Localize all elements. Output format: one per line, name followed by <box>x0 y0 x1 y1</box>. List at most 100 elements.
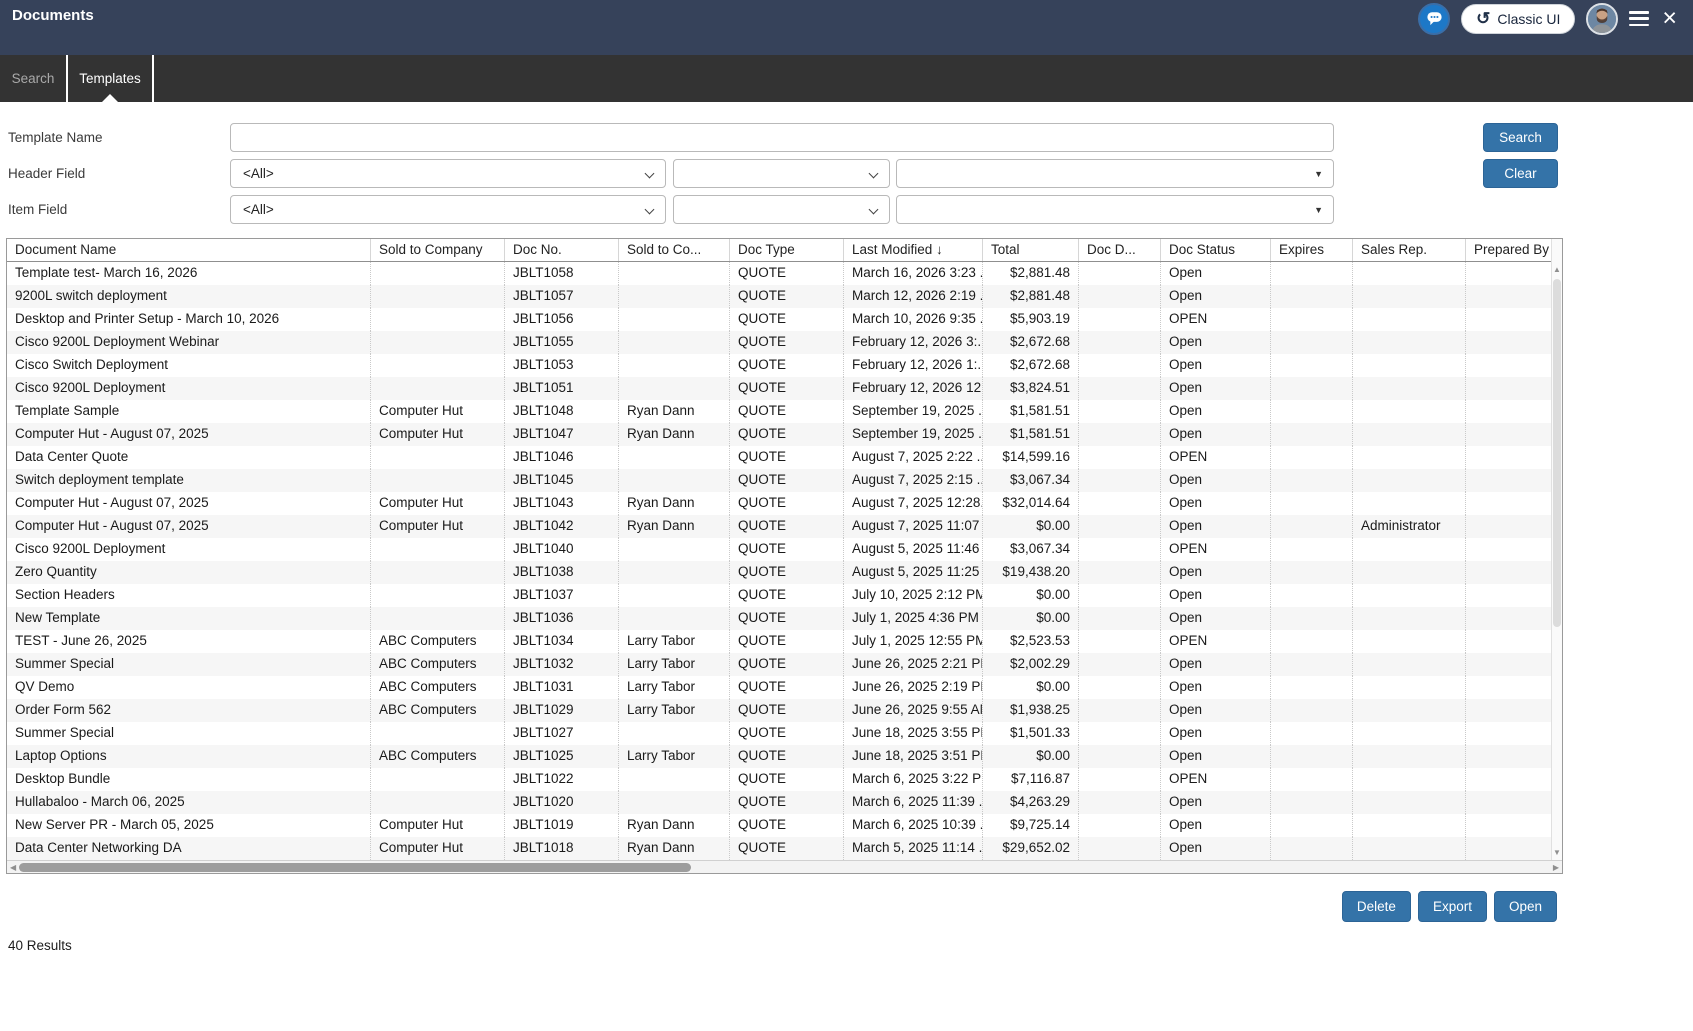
cell-prepared-by <box>1466 768 1551 791</box>
table-row[interactable]: QV Demo ABC Computers JBLT1031 Larry Tabor Q… <box>7 676 1551 699</box>
cell-sold-to-contact: Larry Tabor <box>619 676 730 699</box>
cell-expires <box>1271 354 1353 377</box>
header-field-select[interactable]: <All> <box>230 159 666 188</box>
column-header-prepared-by[interactable]: Prepared By <box>1474 242 1550 257</box>
item-field-select[interactable]: <All> <box>230 195 666 224</box>
column-header-sold-to-contact[interactable]: Sold to Co... <box>619 239 730 261</box>
header-field-value-combobox[interactable]: ▼ <box>896 159 1334 188</box>
table-row[interactable]: Summer Special ABC Computers JBLT1032 Larry… <box>7 653 1551 676</box>
scroll-right-icon[interactable]: ▶ <box>1552 863 1559 872</box>
table-row[interactable]: Data Center Networking DA Computer Hut JBL… <box>7 837 1551 860</box>
table-row[interactable]: Zero Quantity JBLT1038 QUOTE August 5, 2025… <box>7 561 1551 584</box>
horizontal-scrollbar[interactable]: ◀ ▶ <box>7 860 1562 873</box>
export-button[interactable]: Export <box>1417 891 1487 922</box>
column-header-document-name[interactable]: Document Name <box>7 239 371 261</box>
column-header-sales-rep[interactable]: Sales Rep. <box>1353 239 1466 261</box>
column-header-sold-to-company[interactable]: Sold to Company <box>371 239 505 261</box>
column-header-doc-status[interactable]: Doc Status <box>1161 239 1271 261</box>
table-row[interactable]: Order Form 562 ABC Computers JBLT1029 Larry… <box>7 699 1551 722</box>
column-header-doc-type[interactable]: Doc Type <box>730 239 844 261</box>
column-header-doc-no[interactable]: Doc No. <box>505 239 619 261</box>
cell-doc-type: QUOTE <box>730 377 844 400</box>
cell-doc-type: QUOTE <box>730 561 844 584</box>
table-row[interactable]: Section Headers JBLT1037 QUOTE July 10, 202… <box>7 584 1551 607</box>
header-field-operator-select[interactable] <box>673 159 890 188</box>
table-row[interactable]: Data Center Quote JBLT1046 QUOTE August 7, … <box>7 446 1551 469</box>
cell-document-name: TEST - June 26, 2025 <box>7 630 371 653</box>
cell-doc-status: Open <box>1161 653 1271 676</box>
cell-prepared-by <box>1466 446 1551 469</box>
cell-doc-d <box>1079 515 1161 538</box>
hamburger-menu-icon[interactable] <box>1629 11 1650 26</box>
search-button[interactable]: Search <box>1483 123 1558 152</box>
tab-search[interactable]: Search <box>0 55 66 102</box>
column-header-expires[interactable]: Expires <box>1271 239 1353 261</box>
cell-sold-to-company: ABC Computers <box>371 745 505 768</box>
table-row[interactable]: Computer Hut - August 07, 2025 Computer H… <box>7 515 1551 538</box>
cell-total: $2,881.48 <box>983 285 1079 308</box>
column-header-doc-d[interactable]: Doc D... <box>1079 239 1161 261</box>
cell-document-name: Cisco Switch Deployment <box>7 354 371 377</box>
table-row[interactable]: TEST - June 26, 2025 ABC Computers JBLT103… <box>7 630 1551 653</box>
cell-doc-no: JBLT1043 <box>505 492 619 515</box>
cell-doc-d <box>1079 699 1161 722</box>
close-icon[interactable]: × <box>1662 4 1677 32</box>
table-row[interactable]: Cisco Switch Deployment JBLT1053 QUOTE Febr… <box>7 354 1551 377</box>
table-row[interactable]: 9200L switch deployment JBLT1057 QUOTE Marc… <box>7 285 1551 308</box>
cell-doc-no: JBLT1038 <box>505 561 619 584</box>
tab-templates[interactable]: Templates <box>66 55 154 102</box>
cell-doc-status: Open <box>1161 814 1271 837</box>
cell-sold-to-contact: Larry Tabor <box>619 699 730 722</box>
table-row[interactable]: Summer Special JBLT1027 QUOTE June 18, 2025… <box>7 722 1551 745</box>
cell-doc-type: QUOTE <box>730 630 844 653</box>
table-row[interactable]: Cisco 9200L Deployment Webinar JBLT1055 QU… <box>7 331 1551 354</box>
cell-doc-d <box>1079 423 1161 446</box>
scroll-up-icon[interactable]: ▲ <box>1553 265 1561 274</box>
column-header-last-modified[interactable]: Last Modified ↓ <box>844 239 983 261</box>
table-row[interactable]: Laptop Options ABC Computers JBLT1025 Larry… <box>7 745 1551 768</box>
open-button[interactable]: Open <box>1493 891 1557 922</box>
clear-button[interactable]: Clear <box>1483 159 1558 188</box>
table-row[interactable]: Computer Hut - August 07, 2025 Computer H… <box>7 423 1551 446</box>
table-row[interactable]: Switch deployment template JBLT1045 QUOTE A… <box>7 469 1551 492</box>
cell-prepared-by <box>1466 607 1551 630</box>
delete-button[interactable]: Delete <box>1341 891 1411 922</box>
vertical-scrollbar[interactable]: ▲ ▼ <box>1551 239 1562 860</box>
cell-document-name: Section Headers <box>7 584 371 607</box>
table-row[interactable]: Desktop Bundle JBLT1022 QUOTE March 6, 2025… <box>7 768 1551 791</box>
cell-document-name: Order Form 562 <box>7 699 371 722</box>
item-field-operator-select[interactable] <box>673 195 890 224</box>
table-row[interactable]: Hullabaloo - March 06, 2025 JBLT1020 QUOTE… <box>7 791 1551 814</box>
table-row[interactable]: Desktop and Printer Setup - March 10, 20… <box>7 308 1551 331</box>
cell-sales-rep <box>1353 331 1466 354</box>
cell-doc-status: Open <box>1161 722 1271 745</box>
cell-doc-status: Open <box>1161 745 1271 768</box>
cell-expires <box>1271 515 1353 538</box>
table-row[interactable]: New Template JBLT1036 QUOTE July 1, 2025 4:… <box>7 607 1551 630</box>
table-row[interactable]: Computer Hut - August 07, 2025 Computer H… <box>7 492 1551 515</box>
cell-last-modified: March 6, 2025 10:39 ... <box>844 814 983 837</box>
cell-sold-to-company <box>371 446 505 469</box>
table-row[interactable]: Cisco 9200L Deployment JBLT1040 QUOTE Augus… <box>7 538 1551 561</box>
chat-button[interactable] <box>1418 2 1451 35</box>
cell-document-name: Zero Quantity <box>7 561 371 584</box>
avatar[interactable] <box>1586 2 1619 35</box>
cell-total: $1,581.51 <box>983 423 1079 446</box>
cell-doc-d <box>1079 285 1161 308</box>
cell-sold-to-contact: Larry Tabor <box>619 630 730 653</box>
table-row[interactable]: New Server PR - March 05, 2025 Computer H… <box>7 814 1551 837</box>
column-header-total[interactable]: Total <box>983 239 1079 261</box>
vertical-scrollbar-thumb[interactable] <box>1553 279 1561 627</box>
cell-doc-no: JBLT1055 <box>505 331 619 354</box>
horizontal-scrollbar-thumb[interactable] <box>19 862 691 872</box>
cell-expires <box>1271 745 1353 768</box>
template-name-input[interactable] <box>230 123 1334 152</box>
item-field-value-combobox[interactable]: ▼ <box>896 195 1334 224</box>
table-row[interactable]: Cisco 9200L Deployment JBLT1051 QUOTE Febru… <box>7 377 1551 400</box>
table-row[interactable]: Template test- March 16, 2026 JBLT1058 QUO… <box>7 262 1551 285</box>
classic-ui-button[interactable]: ↺ Classic UI <box>1461 3 1576 34</box>
table-row[interactable]: Template Sample Computer Hut JBLT1048 Ryan … <box>7 400 1551 423</box>
scroll-down-icon[interactable]: ▼ <box>1553 848 1561 857</box>
scroll-left-icon[interactable]: ◀ <box>10 863 17 872</box>
cell-expires <box>1271 699 1353 722</box>
